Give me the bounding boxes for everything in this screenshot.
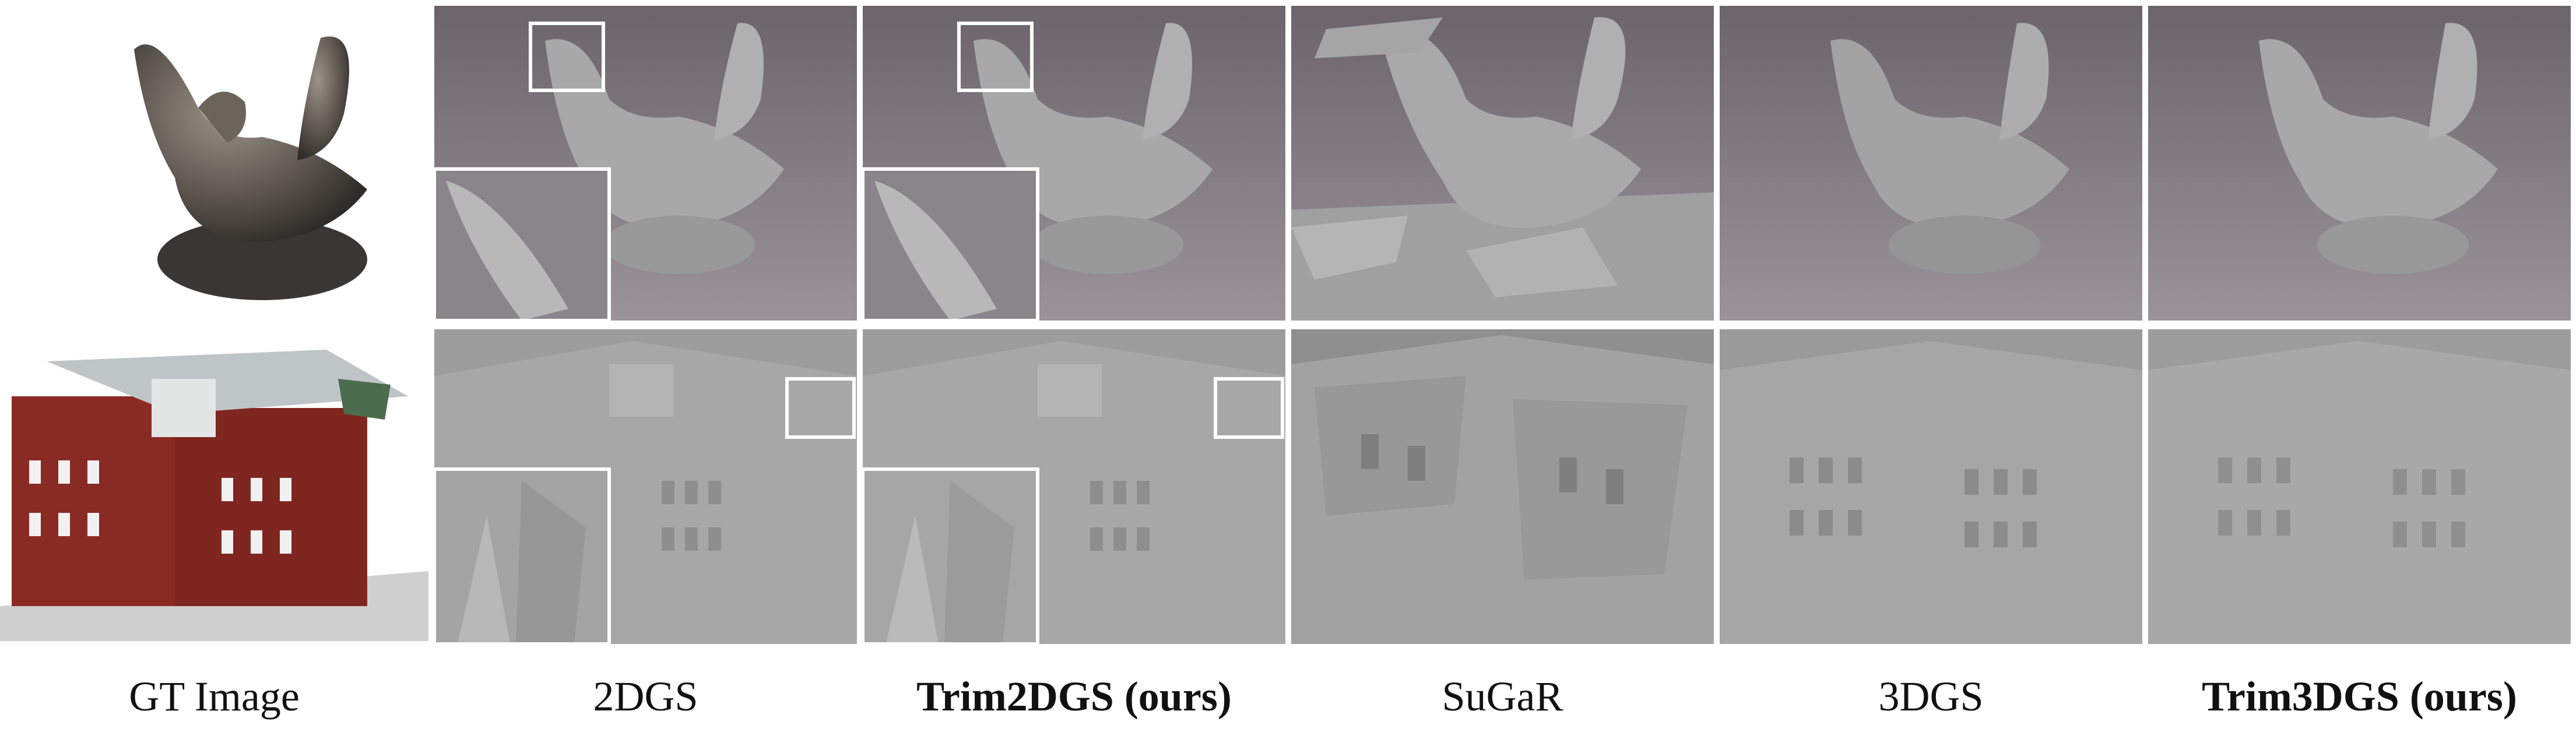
- render-trim2dgs-dove: [863, 6, 1285, 321]
- building-mesh-3dgs: [1720, 329, 2142, 644]
- caption-2dgs: 2DGS: [593, 673, 698, 720]
- render-3dgs-building: [1720, 329, 2142, 644]
- caption-3dgs: 3DGS: [1878, 673, 1984, 720]
- zoom-box: [785, 377, 856, 439]
- inset-zoom: [863, 467, 1039, 644]
- render-3dgs-dove: [1720, 6, 2142, 321]
- building-mesh-sugar: [1291, 329, 1714, 644]
- caption-trim3dgs: Trim3DGS (ours): [2202, 673, 2517, 720]
- dove-mesh-3dgs: [1720, 6, 2142, 321]
- caption-trim2dgs: Trim2DGS (ours): [916, 673, 1232, 720]
- dove-mesh-2dgs: [434, 6, 857, 321]
- gt-image-dove: [87, 15, 414, 323]
- render-sugar-building: [1291, 329, 1714, 644]
- render-2dgs-dove: [434, 6, 857, 321]
- inset-zoom: [863, 167, 1039, 321]
- zoom-box: [957, 22, 1034, 92]
- brick-building-render: [0, 326, 428, 641]
- dove-mesh-trim2dgs: [863, 6, 1285, 321]
- caption-gt-image: GT Image: [129, 673, 300, 720]
- zoom-box: [1214, 377, 1284, 439]
- render-trim2dgs-building: [863, 329, 1285, 644]
- inset-zoom: [434, 467, 611, 644]
- dove-mesh-sugar: [1291, 6, 1714, 321]
- gt-image-building: [0, 326, 428, 641]
- caption-sugar: SuGaR: [1442, 673, 1563, 720]
- zoom-box: [529, 22, 605, 92]
- dove-sculpture-render: [87, 15, 414, 323]
- dove-mesh-trim3dgs: [2148, 6, 2571, 321]
- render-2dgs-building: [434, 329, 857, 644]
- render-trim3dgs-building: [2148, 329, 2571, 644]
- render-trim3dgs-dove: [2148, 6, 2571, 321]
- inset-zoom: [434, 167, 611, 321]
- building-mesh-2dgs: [434, 329, 857, 644]
- render-sugar-dove: [1291, 6, 1714, 321]
- building-mesh-trim3dgs: [2148, 329, 2571, 644]
- building-mesh-trim2dgs: [863, 329, 1285, 644]
